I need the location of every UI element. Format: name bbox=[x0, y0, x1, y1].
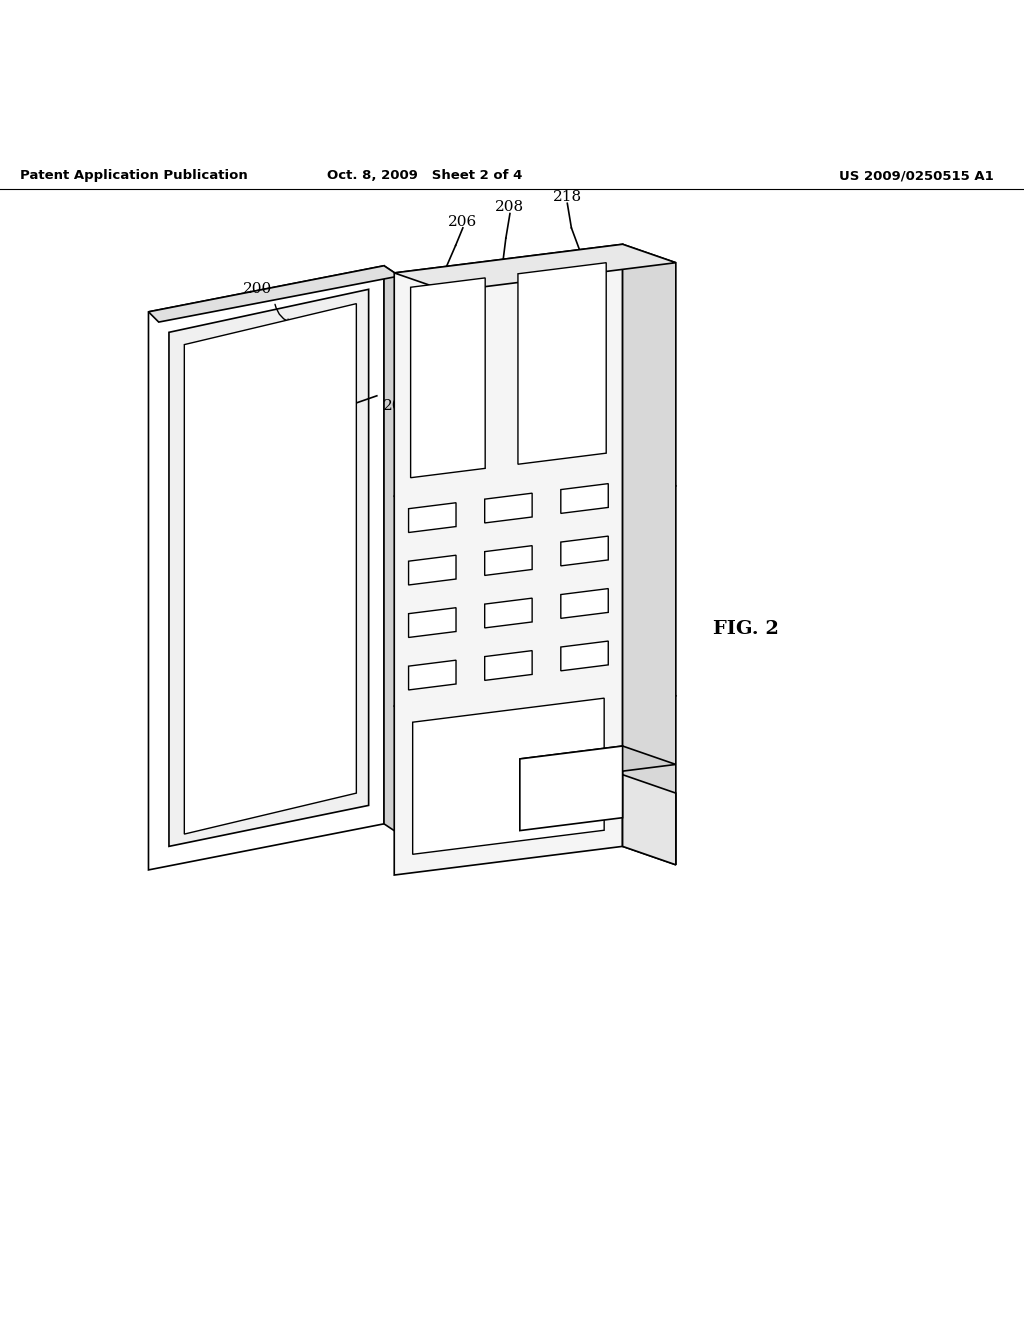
Polygon shape bbox=[409, 503, 456, 532]
Polygon shape bbox=[520, 746, 623, 830]
Text: 206: 206 bbox=[449, 215, 477, 228]
Polygon shape bbox=[413, 698, 604, 854]
Text: 208: 208 bbox=[496, 201, 524, 214]
Polygon shape bbox=[394, 244, 623, 875]
Text: 200: 200 bbox=[244, 282, 272, 296]
Polygon shape bbox=[518, 263, 606, 465]
Polygon shape bbox=[148, 265, 384, 870]
Polygon shape bbox=[623, 775, 676, 865]
Text: 216: 216 bbox=[289, 417, 317, 432]
Text: 218: 218 bbox=[553, 190, 582, 205]
Text: 212: 212 bbox=[571, 417, 600, 432]
Polygon shape bbox=[561, 483, 608, 513]
Text: 214: 214 bbox=[199, 442, 227, 455]
Polygon shape bbox=[561, 642, 608, 671]
Polygon shape bbox=[623, 244, 676, 865]
Polygon shape bbox=[411, 279, 485, 478]
Polygon shape bbox=[561, 536, 608, 566]
Polygon shape bbox=[409, 607, 456, 638]
Polygon shape bbox=[484, 651, 532, 680]
Text: FIG. 2: FIG. 2 bbox=[713, 620, 778, 639]
Text: 210: 210 bbox=[646, 535, 660, 564]
Text: Patent Application Publication: Patent Application Publication bbox=[20, 169, 248, 182]
Polygon shape bbox=[484, 494, 532, 523]
Polygon shape bbox=[148, 265, 399, 322]
Polygon shape bbox=[484, 598, 532, 628]
Polygon shape bbox=[561, 589, 608, 618]
Polygon shape bbox=[409, 660, 456, 690]
Polygon shape bbox=[484, 545, 532, 576]
Polygon shape bbox=[169, 289, 369, 846]
Text: 204: 204 bbox=[646, 586, 660, 615]
Text: Oct. 8, 2009   Sheet 2 of 4: Oct. 8, 2009 Sheet 2 of 4 bbox=[328, 169, 522, 182]
Text: 202: 202 bbox=[383, 399, 412, 413]
Polygon shape bbox=[520, 746, 676, 777]
Polygon shape bbox=[384, 265, 399, 834]
Polygon shape bbox=[394, 244, 676, 292]
Text: US 2009/0250515 A1: US 2009/0250515 A1 bbox=[839, 169, 993, 182]
Polygon shape bbox=[409, 556, 456, 585]
Polygon shape bbox=[184, 304, 356, 834]
